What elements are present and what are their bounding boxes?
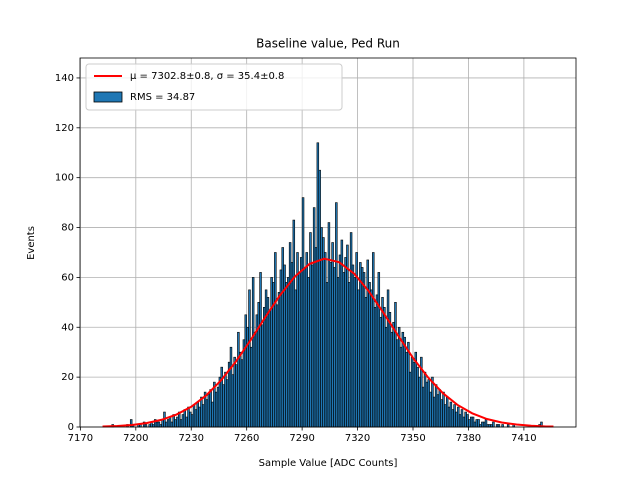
x-tick-label: 7320 <box>345 433 370 444</box>
x-tick-label: 7410 <box>511 433 536 444</box>
chart-title: Baseline value, Ped Run <box>256 37 400 51</box>
y-tick-label: 20 <box>61 372 74 383</box>
legend-label: μ = 7302.8±0.8, σ = 35.4±0.8 <box>130 71 284 82</box>
x-tick-label: 7200 <box>123 433 148 444</box>
x-tick-label: 7170 <box>68 433 93 444</box>
fit-line <box>102 257 554 428</box>
y-axis-label: Events <box>26 226 37 260</box>
y-tick-label: 140 <box>55 73 74 84</box>
y-tick-label: 0 <box>68 422 74 433</box>
y-tick-label: 80 <box>61 223 74 234</box>
x-axis-label: Sample Value [ADC Counts] <box>259 458 398 469</box>
legend-swatch <box>93 91 123 103</box>
y-tick-label: 100 <box>55 173 74 184</box>
bar <box>492 421 495 428</box>
x-tick-label: 7380 <box>456 433 481 444</box>
y-tick-label: 120 <box>55 123 74 134</box>
legend-label: RMS = 34.87 <box>130 92 195 103</box>
y-tick-label: 60 <box>61 272 74 283</box>
legend-box <box>85 63 343 111</box>
x-tick-label: 7230 <box>179 433 204 444</box>
x-tick-label: 7260 <box>234 433 259 444</box>
y-tick-label: 40 <box>61 322 74 333</box>
x-tick-label: 7350 <box>400 433 425 444</box>
legend: μ = 7302.8±0.8, σ = 35.4±0.8 RMS = 34.87 <box>85 63 343 111</box>
plot-frame <box>79 57 577 428</box>
x-tick-label: 7290 <box>289 433 314 444</box>
